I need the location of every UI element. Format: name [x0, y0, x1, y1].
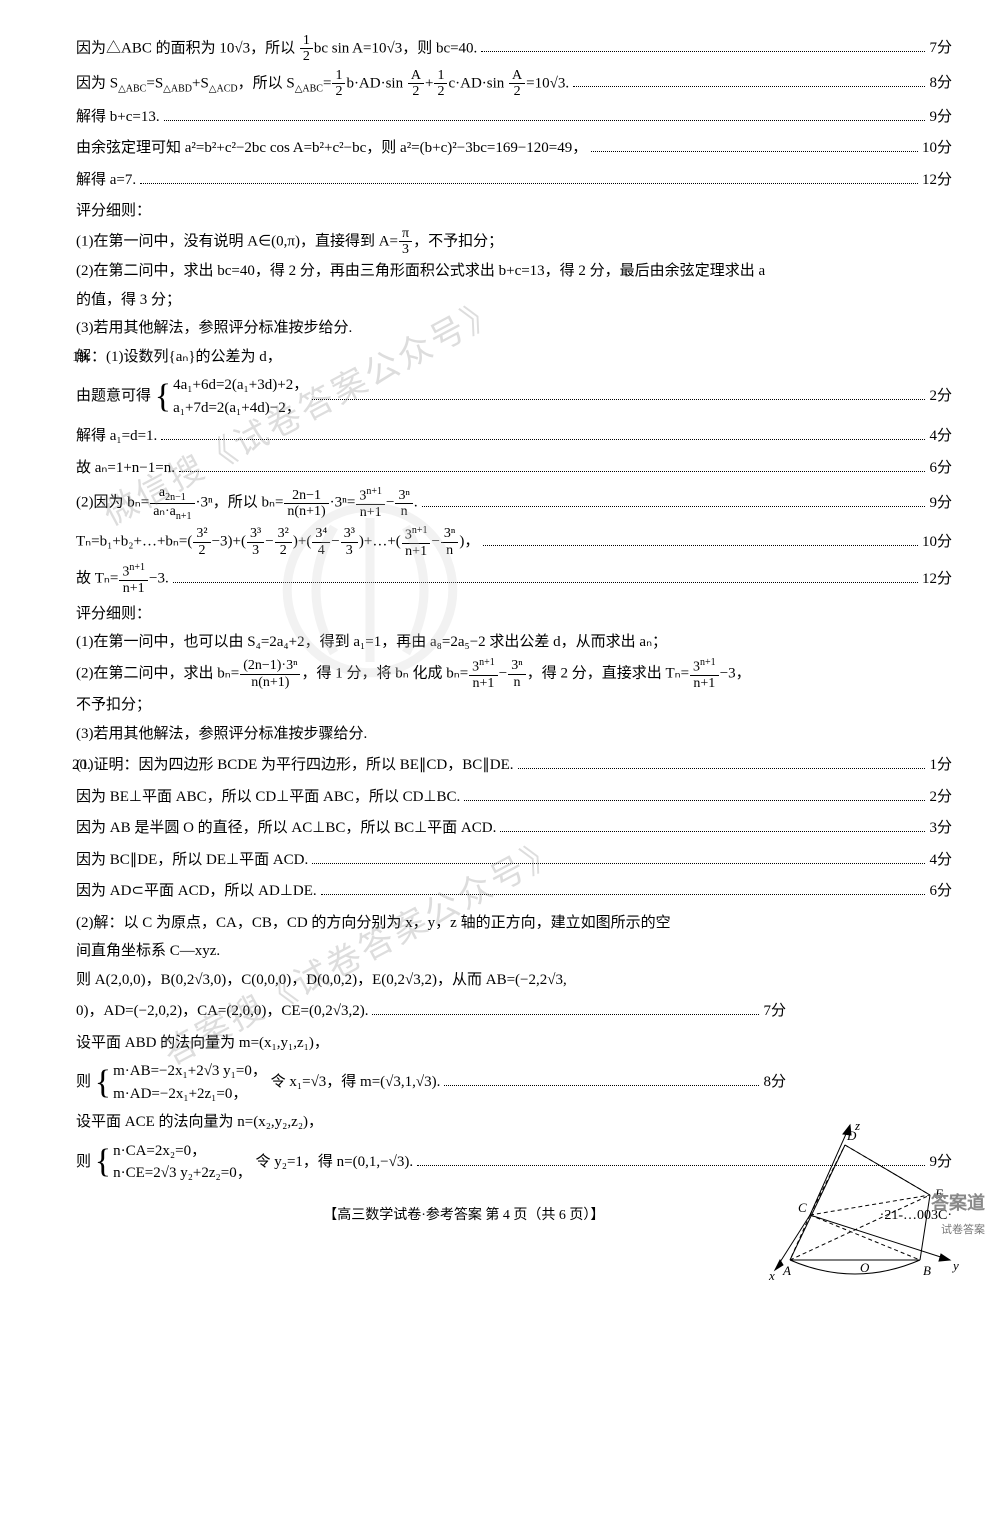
q18-line3: 解得 b+c=13.9分 [48, 103, 952, 132]
svg-text:C: C [798, 1200, 807, 1215]
svg-text:z: z [854, 1120, 860, 1133]
q18-line2: 因为 S△ABC=S△ABD+S△ACD，所以 S△ABC=12b·AD·sin… [48, 68, 952, 100]
svg-text:A: A [782, 1263, 791, 1278]
q19-number: 19. [72, 343, 91, 372]
q20-number: 20. [72, 751, 91, 780]
q20-line8: 设平面 ABD 的法向量为 m=(x₁,y₁,z₁)， [48, 1029, 786, 1058]
q20-line4: 因为 BC∥DE，所以 DE⊥平面 ACD.4分 [48, 846, 952, 875]
q19-line5: (2)因为 bₙ=a2n−1aₙ·an+1·3ⁿ，所以 bₙ=2n−1n(n+1… [48, 485, 952, 522]
q19-line7: 故 Tₙ=3n+1n+1−3. 12分 [48, 562, 952, 596]
q20-line7b: 0)，AD=(−2,0,2)，CA=(2,0,0)，CE=(0,2√3,2).7… [48, 997, 786, 1026]
pingfen-title-1: 评分细则： [48, 197, 952, 226]
q18-note2a: (2)在第二问中，求出 bc=40，得 2 分，再由三角形面积公式求出 b+c=… [48, 257, 952, 286]
q18-note1: (1)在第一问中，没有说明 A∈(0,π)，直接得到 A=π3，不予扣分； [48, 226, 952, 258]
q20-line5: 因为 AD⊂平面 ACD，所以 AD⊥DE.6分 [48, 877, 952, 906]
q20-line1: (1)证明：因为四边形 BCDE 为平行四边形，所以 BE∥CD，BC∥DE.1… [48, 751, 952, 780]
corner-watermark: 答案道 试卷答案 [931, 1186, 985, 1241]
q20-line3: 因为 AB 是半圆 O 的直径，所以 AC⊥BC，所以 BC⊥平面 ACD.3分 [48, 814, 952, 843]
q19-note3: (3)若用其他解法，参照评分标准按步骤给分. [48, 720, 952, 749]
q18-line1: 因为△ABC 的面积为 10√3，所以 12bc sin A=10√3，则 bc… [48, 33, 952, 65]
q18-line4: 由余弦定理可知 a²=b²+c²−2bc cos A=b²+c²−bc，则 a²… [48, 134, 952, 163]
q19-note2b: 不予扣分； [48, 691, 952, 720]
svg-text:x: x [768, 1268, 775, 1283]
q19-note2: (2)在第二问中，求出 bₙ=(2n−1)·3ⁿn(n+1)，得 1 分，将 b… [48, 657, 952, 691]
svg-text:y: y [951, 1258, 959, 1273]
q19-line4: 故 aₙ=1+n−1=n.6分 [48, 454, 952, 483]
q19-line1: 解：(1)设数列{aₙ}的公差为 d， [48, 343, 952, 372]
q18-note2b: 的值，得 3 分； [48, 286, 952, 315]
q19-line2: 由题意可得 {4a₁+6d=2(a₁+3d)+2，a₁+7d=2(a₁+4d)−… [48, 374, 952, 419]
q20-line9: 则 {m·AB=−2x₁+2√3 y₁=0，m·AD=−2x₁+2z₁=0， 令… [48, 1060, 786, 1105]
q20-line2: 因为 BE⊥平面 ABC，所以 CD⊥平面 ABC，所以 CD⊥BC.2分 [48, 783, 952, 812]
q20-line6a: (2)解：以 C 为原点，CA，CB，CD 的方向分别为 x，y，z 轴的正方向… [48, 909, 786, 938]
q19-line3: 解得 a₁=d=1.4分 [48, 422, 952, 451]
q18-note3: (3)若用其他解法，参照评分标准按步给分. [48, 314, 952, 343]
q18-line5: 解得 a=7.12分 [48, 166, 952, 195]
pingfen-title-2: 评分细则： [48, 600, 952, 629]
q20-line6b: 间直角坐标系 C—xyz. [48, 937, 786, 966]
q20-line7a: 则 A(2,0,0)，B(0,2√3,0)，C(0,0,0)，D(0,0,2)，… [48, 966, 786, 995]
q19-line6: Tₙ=b₁+b₂+…+bₙ=(3²2−3)+(3³3−3²2)+(3⁴4−3³3… [48, 525, 952, 559]
svg-text:O: O [860, 1260, 870, 1275]
q19-note1: (1)在第一问中，也可以由 S₄=2a₄+2，得到 a₁=1，再由 a₈=2a₅… [48, 628, 952, 657]
svg-text:B: B [923, 1263, 931, 1278]
